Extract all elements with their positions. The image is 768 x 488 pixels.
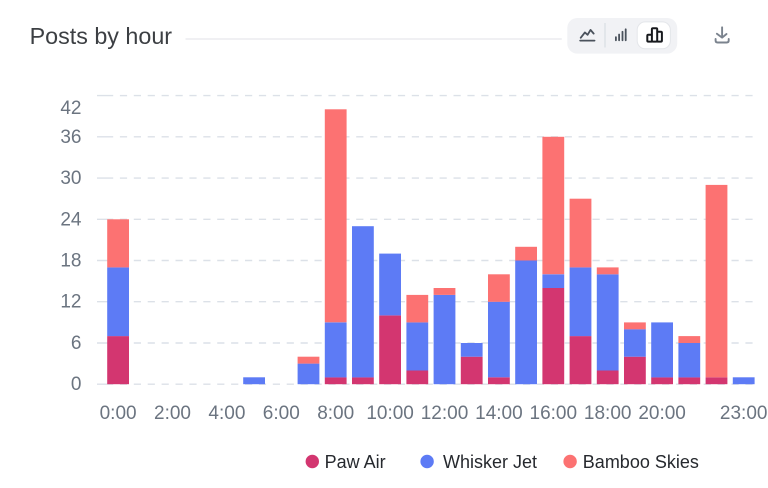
- svg-text:Bamboo Skies: Bamboo Skies: [583, 452, 699, 472]
- svg-text:42: 42: [60, 98, 81, 119]
- svg-text:6: 6: [71, 333, 82, 354]
- svg-text:14:00: 14:00: [475, 403, 523, 424]
- svg-text:6:00: 6:00: [263, 403, 300, 424]
- svg-text:4:00: 4:00: [208, 403, 245, 424]
- svg-text:20:00: 20:00: [638, 403, 686, 424]
- svg-text:Paw Air: Paw Air: [325, 452, 386, 472]
- svg-text:8:00: 8:00: [317, 403, 354, 424]
- svg-text:2:00: 2:00: [154, 403, 191, 424]
- svg-text:24: 24: [60, 209, 82, 230]
- svg-text:10:00: 10:00: [366, 403, 414, 424]
- svg-text:30: 30: [60, 168, 81, 189]
- svg-text:12:00: 12:00: [421, 403, 469, 424]
- svg-text:18:00: 18:00: [584, 403, 632, 424]
- svg-text:36: 36: [60, 127, 81, 148]
- svg-text:Posts by hour: Posts by hour: [30, 23, 173, 49]
- svg-text:0: 0: [71, 374, 82, 395]
- svg-text:0:00: 0:00: [100, 403, 137, 424]
- svg-text:12: 12: [60, 292, 81, 313]
- svg-text:16:00: 16:00: [530, 403, 578, 424]
- svg-text:Whisker Jet: Whisker Jet: [443, 452, 537, 472]
- svg-text:18: 18: [60, 251, 81, 272]
- svg-text:23:00: 23:00: [720, 403, 768, 424]
